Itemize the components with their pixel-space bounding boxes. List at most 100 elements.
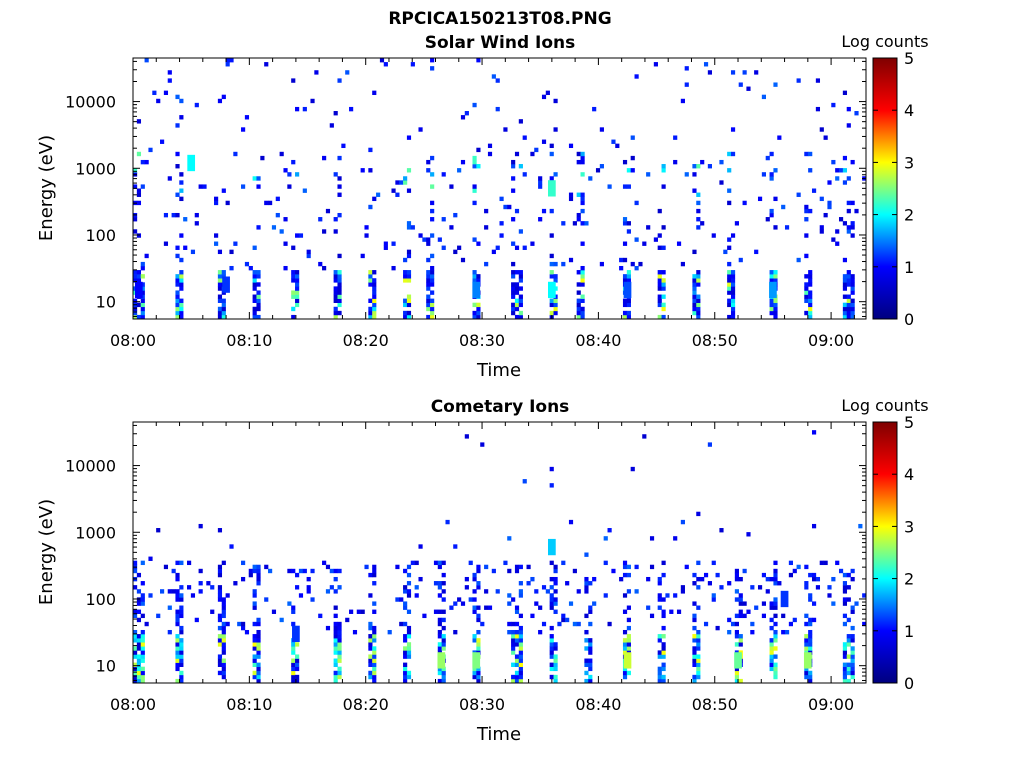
heatmap-cell: [634, 200, 639, 206]
heatmap-cell: [850, 159, 855, 165]
heatmap-cell: [850, 278, 855, 283]
heatmap-cell: [808, 208, 813, 214]
heatmap-cell: [410, 62, 415, 67]
heatmap-cell: [406, 274, 412, 279]
heatmap-cell: [368, 670, 373, 676]
heatmap-cell: [507, 593, 512, 598]
heatmap-cell: [773, 278, 778, 283]
heatmap-cell: [422, 613, 427, 619]
heatmap-cell: [769, 310, 774, 316]
heatmap-cell: [727, 278, 732, 283]
heatmap-cell: [476, 646, 481, 651]
heatmap-cell: [441, 560, 446, 566]
heatmap-cell: [337, 638, 342, 643]
heatmap-cell: [808, 634, 813, 639]
heatmap-cell: [221, 658, 226, 663]
heatmap-cell: [175, 310, 180, 316]
heatmap-cell: [572, 621, 577, 627]
heatmap-cell: [221, 310, 226, 316]
heatmap-cell: [368, 654, 373, 659]
heatmap-cell: [156, 613, 161, 619]
heatmap-cell: [368, 282, 373, 287]
heatmap-cell: [325, 589, 331, 594]
heatmap-cell: [781, 613, 786, 619]
y-tick-label: 1000: [75, 523, 116, 542]
heatmap-cell: [607, 184, 612, 189]
heatmap-cell: [576, 298, 581, 303]
heatmap-cell: [842, 155, 848, 161]
heatmap-cell: [306, 585, 311, 590]
heatmap-cell: [256, 670, 261, 676]
heatmap-cell: [734, 613, 739, 619]
heatmap-cell: [244, 261, 250, 267]
heatmap-cell: [588, 666, 593, 672]
heatmap-cell: [279, 151, 284, 157]
heatmap-cell: [568, 196, 574, 202]
heatmap-cell: [252, 646, 257, 651]
heatmap-cell: [730, 310, 736, 316]
heatmap-cell: [742, 70, 747, 75]
heatmap-cell: [553, 601, 558, 606]
heatmap-cell: [136, 670, 142, 676]
heatmap-cell: [549, 650, 554, 655]
heatmap-cell: [217, 310, 223, 316]
heatmap-cell: [252, 314, 257, 320]
heatmap-cell: [626, 221, 631, 226]
heatmap-cell: [221, 674, 226, 680]
heatmap-cell: [842, 274, 848, 279]
heatmap-cell: [140, 261, 145, 267]
heatmap-cell: [136, 646, 142, 651]
heatmap-cell: [518, 278, 523, 283]
heatmap-cell: [850, 605, 855, 610]
heatmap-cell: [661, 634, 666, 639]
heatmap-cell: [548, 281, 556, 299]
heatmap-cell: [642, 434, 647, 439]
heatmap-cell: [433, 560, 439, 566]
heatmap-cell: [727, 302, 732, 308]
heatmap-cell: [333, 274, 338, 279]
heatmap-cell: [472, 589, 477, 594]
heatmap-cell: [773, 601, 778, 606]
heatmap-cell: [472, 310, 477, 316]
heatmap-cell: [237, 621, 242, 627]
heatmap-cell: [406, 298, 412, 303]
heatmap-cell: [395, 597, 400, 602]
heatmap-cell: [337, 625, 342, 631]
heatmap-cell: [441, 674, 446, 680]
heatmap-cell: [773, 638, 778, 643]
heatmap-cell: [615, 143, 620, 149]
heatmap-cell: [333, 217, 338, 222]
heatmap-cell: [337, 274, 342, 279]
heatmap-cell: [140, 642, 145, 647]
heatmap-cell: [372, 298, 377, 303]
heatmap-cell: [549, 143, 554, 149]
heatmap-cell: [696, 217, 701, 222]
heatmap-cell: [194, 212, 199, 218]
heatmap-cell: [140, 634, 145, 639]
heatmap-cell: [430, 310, 435, 316]
heatmap-cell: [526, 564, 531, 570]
heatmap-cell: [140, 184, 145, 189]
heatmap-cell: [769, 625, 774, 631]
heatmap-cell: [179, 670, 184, 676]
heatmap-cell: [464, 576, 469, 582]
heatmap-cell: [260, 155, 265, 161]
heatmap-cell: [518, 658, 523, 663]
heatmap-cell: [727, 629, 732, 635]
heatmap-cell: [626, 670, 631, 676]
heatmap-cell: [773, 314, 778, 320]
heatmap-cell: [680, 585, 685, 590]
heatmap-cell: [460, 601, 466, 606]
heatmap-cell: [684, 66, 689, 71]
heatmap-cell: [291, 278, 296, 283]
heatmap-cell: [661, 674, 666, 680]
heatmap-cell: [676, 609, 682, 614]
x-tick-label: 08:30: [459, 695, 505, 714]
heatmap-cell: [538, 180, 543, 185]
heatmap-cell: [588, 650, 593, 655]
heatmap-cell: [291, 314, 296, 320]
heatmap-cell: [511, 646, 516, 651]
heatmap-cell: [703, 572, 709, 578]
heatmap-cell: [850, 670, 855, 676]
heatmap-cell: [530, 613, 535, 619]
